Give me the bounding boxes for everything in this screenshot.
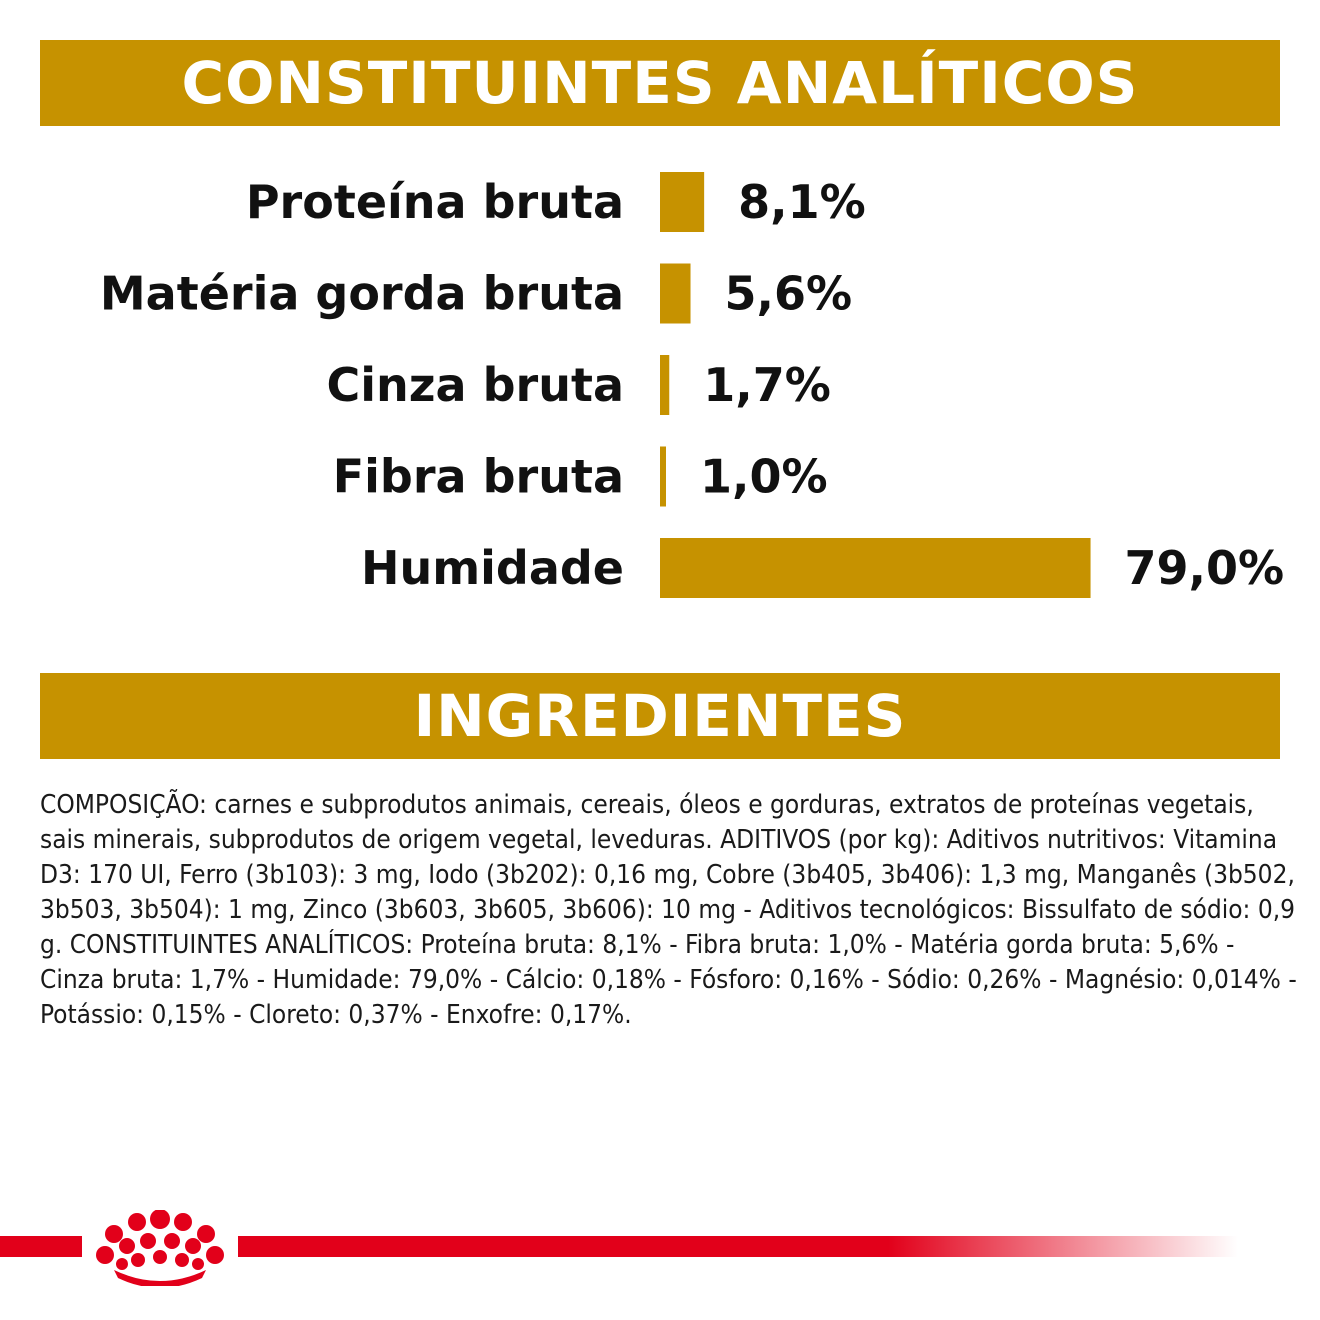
bar-category-label: Fibra bruta bbox=[333, 450, 624, 504]
footer-red-line-left bbox=[0, 1236, 82, 1257]
bar-category-label: Humidade bbox=[361, 541, 624, 595]
bar-1 bbox=[660, 263, 691, 324]
analytic-constituents-banner: CONSTITUINTES ANALÍTICOS bbox=[40, 40, 1280, 126]
bar-value-label: 79,0% bbox=[1125, 541, 1285, 595]
ingredients-title: INGREDIENTES bbox=[413, 682, 907, 750]
bar-value-label: 1,0% bbox=[700, 450, 828, 504]
bar-category-label: Cinza bruta bbox=[327, 358, 625, 412]
ingredients-banner: INGREDIENTES bbox=[40, 673, 1280, 759]
ingredients-text: COMPOSIÇÃO: carnes e subprodutos animais… bbox=[40, 790, 1297, 1030]
footer-red-line-right bbox=[238, 1236, 1238, 1257]
analytic-constituents-chart: Proteína bruta 8,1% Matéria gorda bruta 5,6… bbox=[100, 172, 1285, 598]
bar-category-label: Matéria gorda bruta bbox=[100, 267, 624, 321]
bar-4 bbox=[660, 538, 1091, 598]
bar-value-label: 1,7% bbox=[703, 358, 831, 412]
royal-canin-crown-icon bbox=[96, 1210, 224, 1286]
bar-category-label: Proteína bruta bbox=[246, 175, 624, 229]
bar-0 bbox=[660, 172, 705, 232]
bar-3 bbox=[660, 446, 666, 507]
bar-2 bbox=[660, 355, 670, 415]
bar-value-label: 5,6% bbox=[725, 267, 853, 321]
analytic-constituents-title: CONSTITUINTES ANALÍTICOS bbox=[181, 49, 1139, 117]
bar-value-label: 8,1% bbox=[738, 175, 866, 229]
